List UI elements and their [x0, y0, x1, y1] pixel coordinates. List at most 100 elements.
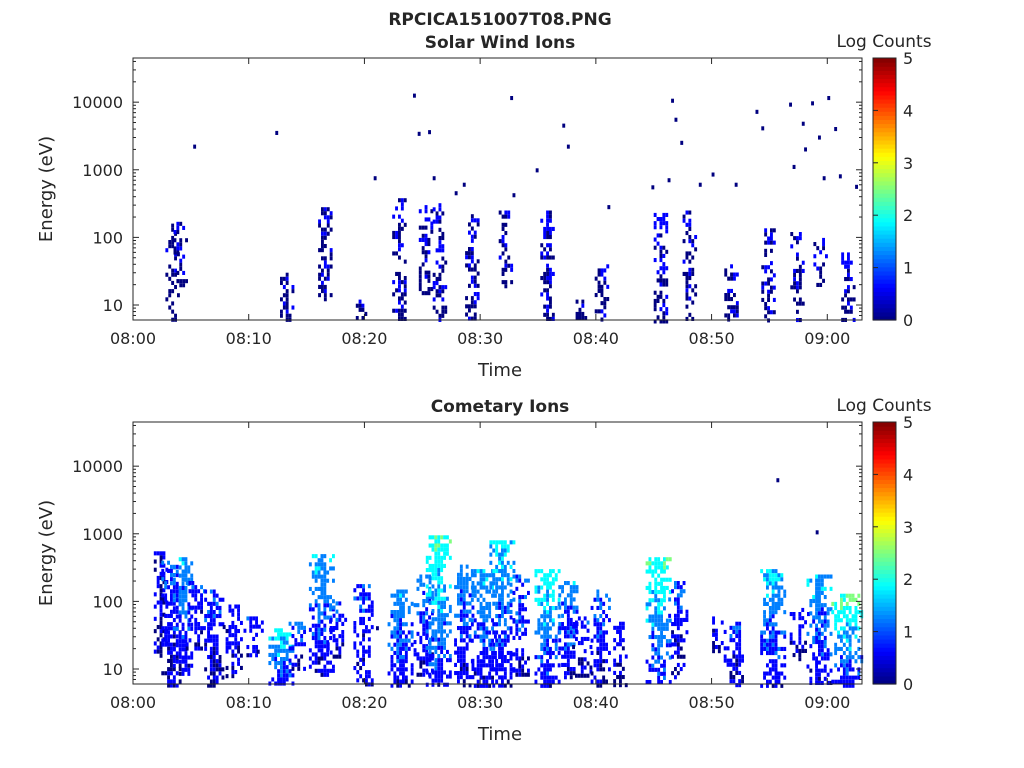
heatmap-cell	[491, 638, 494, 643]
heatmap-cell	[540, 251, 544, 256]
heatmap-cell	[603, 305, 607, 310]
heatmap-cell	[428, 641, 432, 646]
heatmap-cell	[470, 618, 474, 623]
heatmap-cell	[174, 285, 177, 290]
heatmap-cell	[323, 668, 327, 673]
heatmap-cell	[479, 626, 483, 631]
heatmap-cell	[329, 660, 332, 665]
heatmap-cell	[577, 616, 581, 621]
heatmap-point	[801, 121, 805, 126]
heatmap-cell	[741, 658, 744, 663]
heatmap-cell	[619, 629, 622, 634]
heatmap-cell	[402, 614, 405, 619]
heatmap-cell	[665, 266, 669, 271]
heatmap-cell	[501, 271, 505, 276]
heatmap-cell	[801, 301, 805, 306]
heatmap-cell	[473, 230, 477, 235]
heatmap-cell	[602, 601, 606, 606]
heatmap-cell	[668, 577, 672, 582]
heatmap-cell	[300, 642, 304, 647]
heatmap-cell	[546, 626, 549, 631]
heatmap-cell	[303, 642, 306, 647]
heatmap-cell	[297, 642, 301, 647]
heatmap-cell	[793, 285, 796, 290]
heatmap-cell	[665, 229, 669, 234]
heatmap-cell	[311, 591, 315, 596]
heatmap-cell	[326, 668, 330, 673]
heatmap-cell	[685, 284, 689, 289]
heatmap-cell	[473, 630, 477, 635]
heatmap-cell	[184, 569, 188, 574]
heatmap-cell	[798, 264, 802, 269]
heatmap-cell	[443, 535, 446, 540]
heatmap-cell	[212, 679, 216, 684]
heatmap-cell	[603, 268, 607, 273]
heatmap-cell	[668, 613, 672, 618]
heatmap-cell	[798, 273, 802, 278]
heatmap-cell	[470, 218, 474, 223]
heatmap-cell	[809, 578, 813, 583]
heatmap-cell	[663, 622, 666, 627]
heatmap-cell	[407, 610, 411, 615]
colorbar-segment	[873, 647, 896, 652]
heatmap-cell	[437, 674, 441, 679]
heatmap-cell	[660, 643, 663, 648]
colorbar-segment	[873, 532, 896, 538]
heatmap-cell	[498, 638, 501, 643]
heatmap-cell	[590, 679, 594, 684]
heatmap-cell	[771, 577, 775, 582]
heatmap-cell	[694, 292, 698, 297]
heatmap-cell	[492, 630, 496, 635]
heatmap-cell	[156, 600, 160, 605]
heatmap-cell	[178, 663, 182, 668]
heatmap-cell	[179, 283, 183, 288]
heatmap-cell	[318, 293, 321, 298]
heatmap-cell	[546, 651, 549, 656]
heatmap-cell	[845, 679, 849, 684]
heatmap-cell	[501, 642, 504, 647]
heatmap-cell	[823, 574, 827, 579]
heatmap-cell	[621, 625, 625, 630]
heatmap-cell	[437, 551, 441, 556]
heatmap-cell	[440, 600, 444, 605]
x-tick-label: 08:00	[110, 329, 156, 348]
heatmap-cell	[837, 614, 840, 619]
heatmap-cell	[504, 259, 508, 264]
heatmap-cell	[221, 675, 225, 680]
heatmap-cell	[212, 667, 216, 672]
heatmap-cell	[437, 670, 441, 675]
heatmap-cell	[171, 301, 175, 306]
heatmap-cell	[444, 260, 448, 265]
heatmap-cell	[818, 631, 821, 636]
heatmap-cell	[454, 638, 457, 643]
heatmap-cell	[392, 308, 396, 313]
heatmap-cell	[840, 597, 843, 602]
heatmap-cell	[685, 630, 689, 635]
heatmap-cell	[509, 577, 513, 582]
heatmap-cell	[771, 634, 775, 639]
heatmap-cell	[431, 572, 435, 577]
heatmap-cell	[171, 244, 175, 249]
heatmap-cell	[218, 622, 222, 627]
heatmap-cell	[546, 597, 549, 602]
colorbar-segment	[873, 180, 896, 186]
heatmap-cell	[462, 576, 466, 581]
heatmap-cell	[660, 569, 663, 574]
heatmap-cell	[438, 313, 442, 318]
heatmap-cell	[323, 566, 327, 571]
heatmap-cell	[654, 561, 658, 566]
heatmap-cell	[771, 573, 775, 578]
heatmap-cell	[659, 258, 663, 263]
heatmap-cell	[599, 659, 603, 664]
heatmap-cell	[823, 635, 827, 640]
heatmap-cell	[398, 296, 401, 301]
heatmap-cell	[606, 297, 610, 302]
heatmap-cell	[504, 263, 508, 268]
x-tick-label: 08:50	[689, 693, 735, 712]
heatmap-cell	[365, 596, 368, 601]
heatmap-cell	[685, 251, 689, 256]
heatmap-cell	[554, 606, 558, 611]
heatmap-cell	[168, 240, 172, 245]
heatmap-cell	[488, 606, 492, 611]
heatmap-cell	[156, 645, 160, 650]
